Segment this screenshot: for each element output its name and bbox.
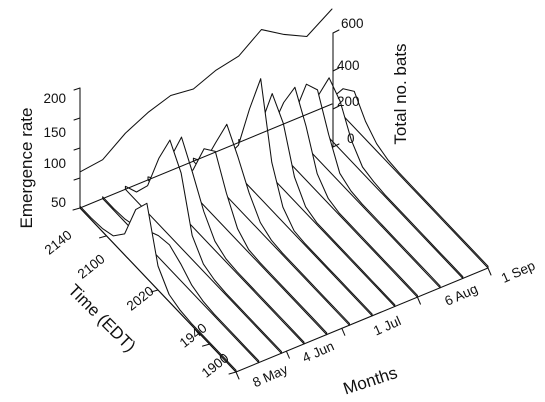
tick-label-time-1900: 1900 [199,350,232,380]
tick-label-total-0: 0 [347,131,355,146]
emergence-slice [124,139,282,354]
tick-label-month-1sep: 1 Sep [499,258,537,286]
axis-title-months: Months [341,363,400,398]
tick-label-rate-150: 150 [43,125,66,140]
tick-label-rate-50: 50 [51,195,66,210]
total-bats-tick [332,105,340,110]
rate-tick [73,147,81,151]
total-bats-line [79,8,333,173]
tick-label-rate-100: 100 [43,156,66,171]
tick-label-total-600: 600 [341,16,364,31]
total-bats-tick [332,143,340,148]
months-axis [235,267,489,373]
month-tick [285,350,290,359]
emergence-slices [79,77,489,373]
tick-label-month-6aug: 6 Aug [442,281,480,309]
time-tick [98,235,108,239]
time-tick [150,289,159,293]
tick-label-month-4jun: 4 Jun [300,338,336,365]
emergence-slice [238,93,396,308]
month-tick [487,267,492,276]
axis-title-time: Time (EDT) [64,281,139,356]
tick-label-month-1jul: 1 Jul [371,313,403,338]
tick-label-total-400: 400 [337,58,360,73]
month-tick [341,327,346,336]
back-wall-baseline [79,103,333,209]
tick-label-time-2100: 2100 [75,251,108,281]
axis-title-total: Total no. bats [391,43,410,144]
emergence-slice [331,88,489,269]
tick-label-rate-200: 200 [43,91,66,106]
tick-label-time-1940: 1940 [177,320,210,350]
total-bats-tick [332,67,340,72]
emergence-slice [306,77,464,279]
rate-tick [73,87,81,91]
month-tick [235,371,240,380]
month-tick [416,296,421,305]
axis-title-rate: Emergence rate [17,108,36,229]
time-tick [201,343,211,347]
emergence-slice [192,123,350,326]
rate-tick [73,177,81,181]
time-tick [72,207,81,211]
total-bats-tick [332,29,340,34]
tick-label-total-200: 200 [337,94,360,109]
tick-label-time-2140: 2140 [42,227,75,257]
tick-label-time-2020: 2020 [124,283,157,313]
time-tick [228,371,237,375]
chart-axes [72,8,492,380]
rate-tick [73,117,81,121]
tick-label-month-8may: 8 May [250,361,290,390]
emergence-slice [147,136,305,345]
